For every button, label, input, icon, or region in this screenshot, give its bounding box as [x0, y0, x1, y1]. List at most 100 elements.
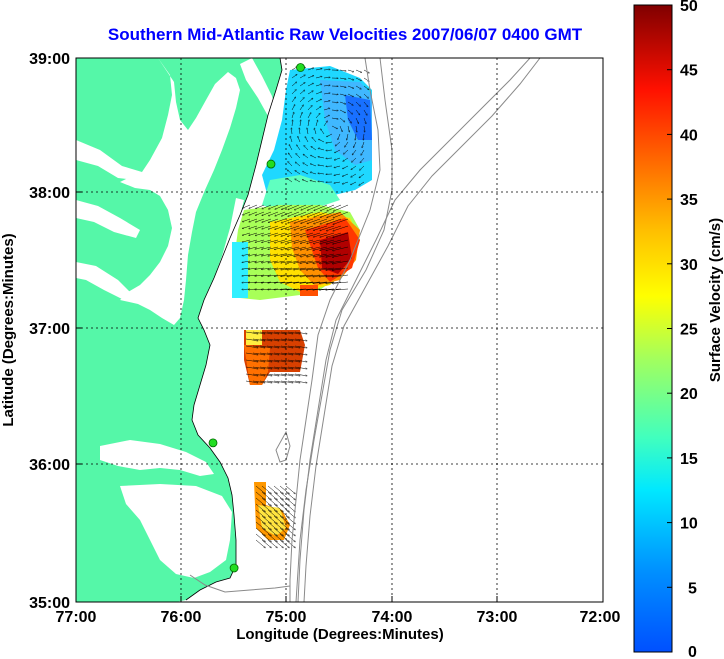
- velocity-arrow: [361, 149, 365, 155]
- velocity-arrow: [288, 218, 300, 223]
- velocity-arrow: [299, 90, 305, 95]
- velocity-arrow: [323, 77, 330, 78]
- velocity-arrow: [355, 101, 360, 106]
- colorbar-tick: 40: [680, 127, 698, 144]
- radar-station-marker: [208, 438, 218, 448]
- velocity-arrow: [266, 331, 279, 334]
- velocity-arrow: [275, 225, 286, 229]
- velocity-arrow: [294, 211, 307, 217]
- velocity-arrow: [294, 239, 307, 243]
- velocity-arrow: [261, 539, 271, 548]
- velocity-arrow: [315, 92, 322, 95]
- velocity-arrow: [347, 101, 353, 105]
- colorbar-tick: 0: [688, 644, 697, 659]
- velocity-arrow: [245, 352, 258, 355]
- velocity-arrow: [262, 232, 272, 236]
- velocity-arrow: [259, 352, 272, 355]
- velocity-arrow: [342, 181, 349, 184]
- velocity-arrow: [310, 180, 317, 183]
- velocity-arrow: [332, 281, 349, 283]
- velocity-arrow: [255, 539, 265, 548]
- velocity-arrow: [352, 157, 357, 162]
- velocity-arrow: [363, 133, 364, 140]
- velocity-arrow: [300, 120, 301, 127]
- velocity-arrow: [281, 225, 293, 230]
- velocity-arrow: [333, 218, 349, 224]
- x-axis-label: Longitude (Degrees:Minutes): [236, 626, 444, 643]
- map-grid: [76, 58, 603, 602]
- velocity-arrow: [307, 83, 313, 87]
- velocity-arrow: [347, 133, 349, 140]
- velocity-arrow: [255, 515, 265, 524]
- velocity-arrow: [295, 204, 307, 210]
- velocity-arrow: [314, 225, 328, 230]
- velocity-arrow: [267, 533, 277, 542]
- velocity-arrow: [331, 117, 338, 119]
- velocity-arrow: [359, 173, 365, 178]
- velocity-arrow: [295, 162, 301, 167]
- velocity-arrow: [249, 211, 258, 215]
- velocity-arrow: [273, 539, 283, 548]
- velocity-arrow: [343, 165, 349, 169]
- velocity-arrow: [242, 218, 251, 222]
- velocity-arrow: [255, 232, 265, 236]
- velocity-arrow: [339, 117, 345, 122]
- velocity-arrow: [266, 352, 279, 355]
- coastline: [185, 58, 283, 601]
- velocity-arrow: [287, 352, 300, 355]
- velocity-arrow: [274, 267, 286, 270]
- velocity-arrow: [249, 239, 258, 242]
- x-axis-ticks: 77:00 76:00 75:00 74:00 73:00 72:00: [56, 609, 621, 626]
- x-tick-label: 73:00: [477, 609, 518, 626]
- velocity-arrow: [242, 239, 251, 242]
- velocity-arrow: [307, 260, 321, 263]
- velocity-arrow: [267, 503, 277, 512]
- velocity-arrow: [311, 155, 317, 159]
- velocity-arrow: [275, 232, 286, 236]
- map-plot-area: [76, 58, 603, 602]
- velocity-arrow: [262, 253, 272, 256]
- velocity-arrow: [252, 331, 265, 334]
- velocity-arrow: [307, 68, 314, 71]
- velocity-arrow: [314, 218, 328, 224]
- velocity-arrow: [326, 239, 342, 244]
- velocity-arrow: [281, 260, 293, 263]
- velocity-arrow: [268, 260, 279, 263]
- velocity-arrow: [321, 129, 325, 135]
- velocity-arrow: [268, 211, 279, 216]
- velocity-arrow: [311, 147, 317, 151]
- pamlico-sound: [120, 484, 232, 578]
- velocity-arrow: [307, 128, 309, 135]
- velocity-arrow: [256, 204, 265, 209]
- velocity-arrow: [280, 366, 293, 369]
- velocity-arrow: [327, 218, 342, 224]
- velocity-arrow: [326, 260, 342, 264]
- velocity-arrow: [287, 366, 300, 369]
- velocity-arrow: [281, 218, 293, 223]
- y-tick-label: 36:00: [29, 457, 70, 474]
- velocity-arrow: [266, 359, 279, 362]
- velocity-arrow: [242, 246, 251, 249]
- velocity-arrow: [320, 246, 335, 250]
- velocity-arrow: [281, 274, 293, 276]
- x-tick-label: 77:00: [56, 609, 97, 626]
- velocity-arrow: [307, 239, 321, 243]
- velocity-arrow: [259, 338, 272, 341]
- velocity-arrow: [313, 232, 328, 237]
- velocity-arrow: [363, 109, 367, 115]
- velocity-arrow: [262, 246, 272, 249]
- velocity-arrow: [287, 373, 300, 376]
- velocity-arrow: [307, 225, 321, 230]
- velocity-arrow: [294, 366, 307, 369]
- velocity-arrow: [245, 345, 258, 348]
- velocity-arrow: [261, 503, 271, 512]
- velocity-arrow: [326, 246, 342, 251]
- velocity-arrow: [315, 113, 320, 119]
- velocity-arrow: [267, 491, 277, 500]
- velocity-arrow: [364, 125, 365, 132]
- velocity-field: [232, 66, 372, 540]
- velocity-arrow: [268, 246, 279, 249]
- velocity-arrow: [315, 84, 322, 87]
- velocity-arrow: [252, 373, 265, 376]
- velocity-arrow: [347, 69, 354, 72]
